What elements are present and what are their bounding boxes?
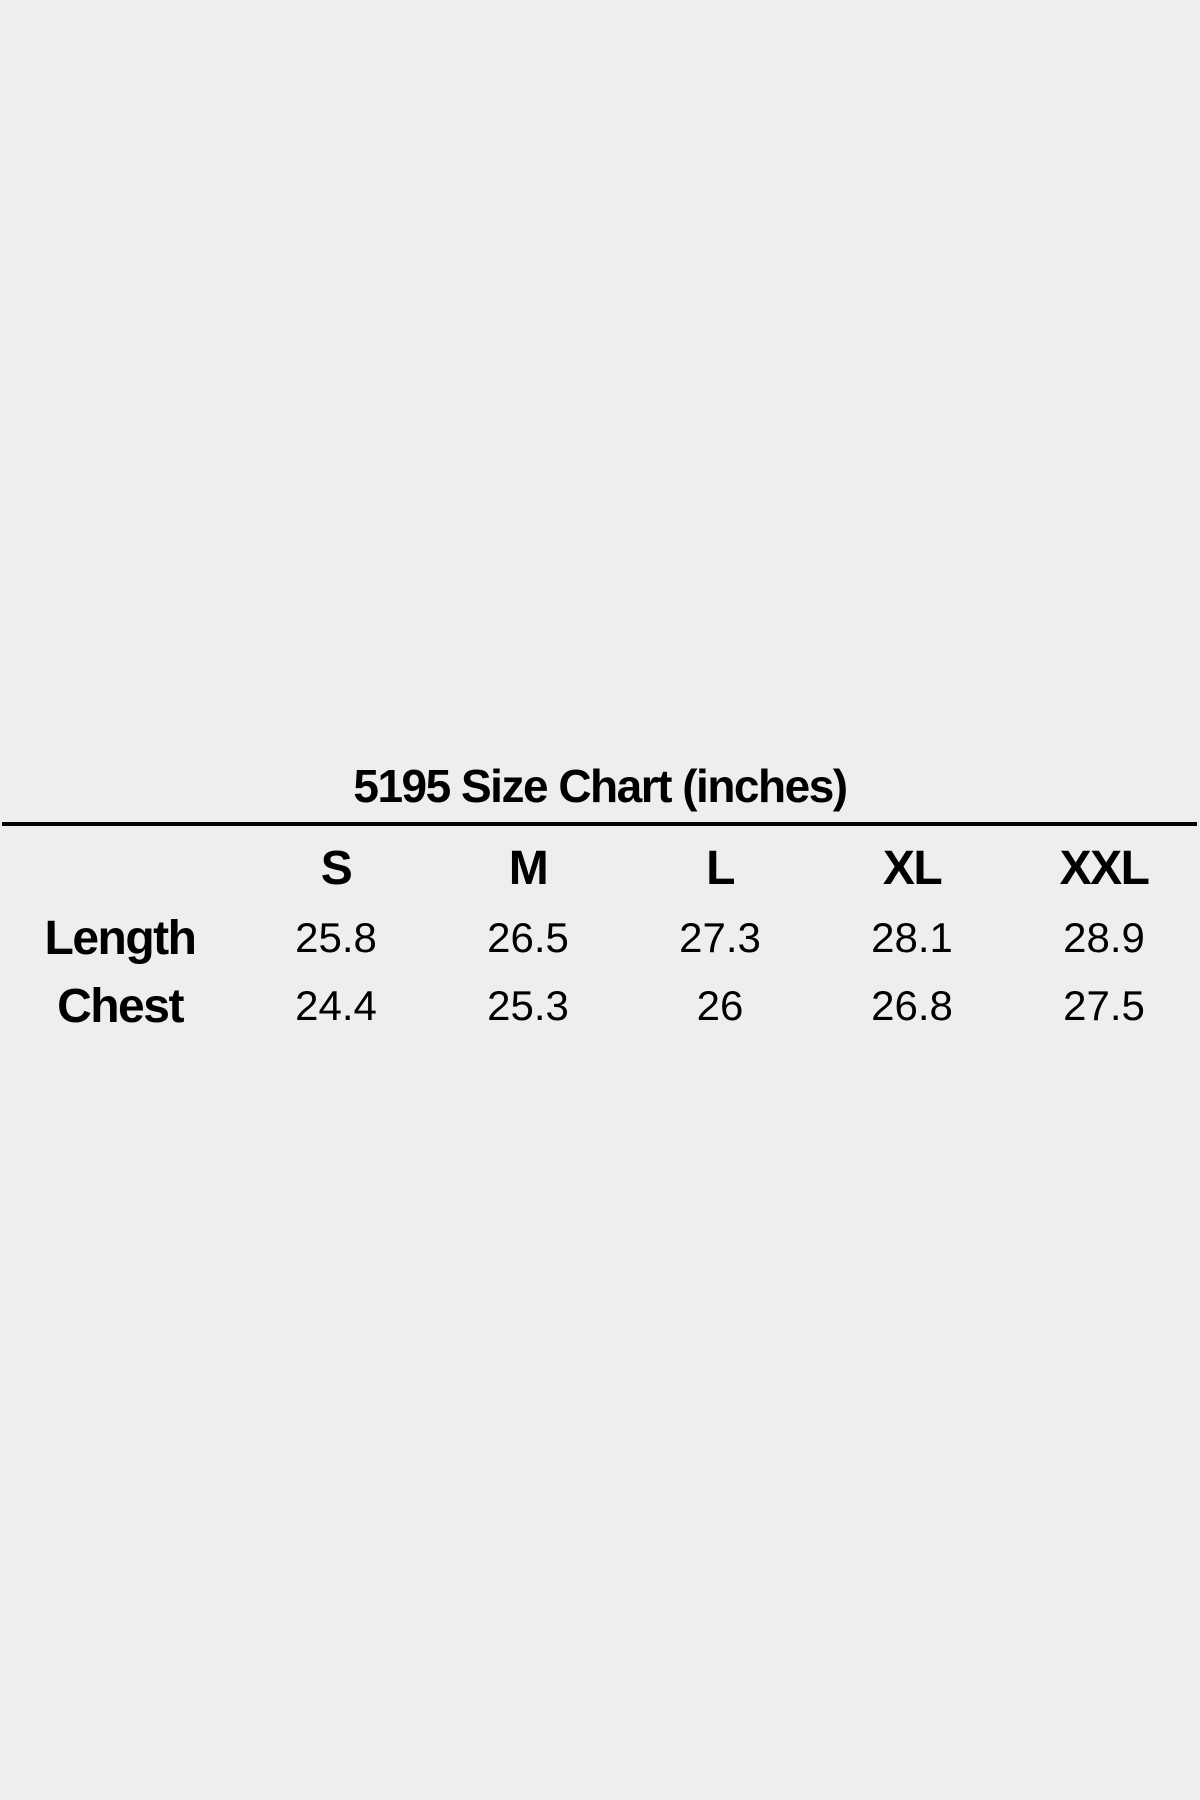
- header-row: S M L XL XXL: [0, 832, 1200, 904]
- divider-line: [2, 822, 1197, 826]
- table-row-chest: Chest 24.4 25.3 26 26.8 27.5: [0, 972, 1200, 1040]
- table-cell: 26.5: [487, 914, 569, 961]
- corner-cell: [0, 832, 240, 904]
- table-cell: 28.9: [1063, 914, 1145, 961]
- column-header-xxl: XXL: [1059, 841, 1150, 895]
- row-label-chest: Chest: [57, 979, 184, 1033]
- table-cell: 27.5: [1063, 982, 1145, 1029]
- table-cell: 26: [696, 982, 744, 1029]
- column-header-s: S: [320, 841, 353, 895]
- size-chart-table: S M L XL XXL Length 25.8 26.5 27.3 28.1 …: [0, 832, 1200, 1040]
- row-label-length: Length: [44, 911, 197, 965]
- table-cell: 25.8: [295, 914, 377, 961]
- table-cell: 28.1: [871, 914, 953, 961]
- column-header-xl: XL: [882, 841, 943, 895]
- table-cell: 24.4: [295, 982, 377, 1029]
- column-header-m: M: [508, 841, 549, 895]
- table-cell: 25.3: [487, 982, 569, 1029]
- table-row-length: Length 25.8 26.5 27.3 28.1 28.9: [0, 904, 1200, 972]
- table-cell: 27.3: [679, 914, 761, 961]
- table-cell: 26.8: [871, 982, 953, 1029]
- page-title: 5195 Size Chart (inches): [353, 760, 848, 812]
- column-header-l: L: [706, 841, 735, 895]
